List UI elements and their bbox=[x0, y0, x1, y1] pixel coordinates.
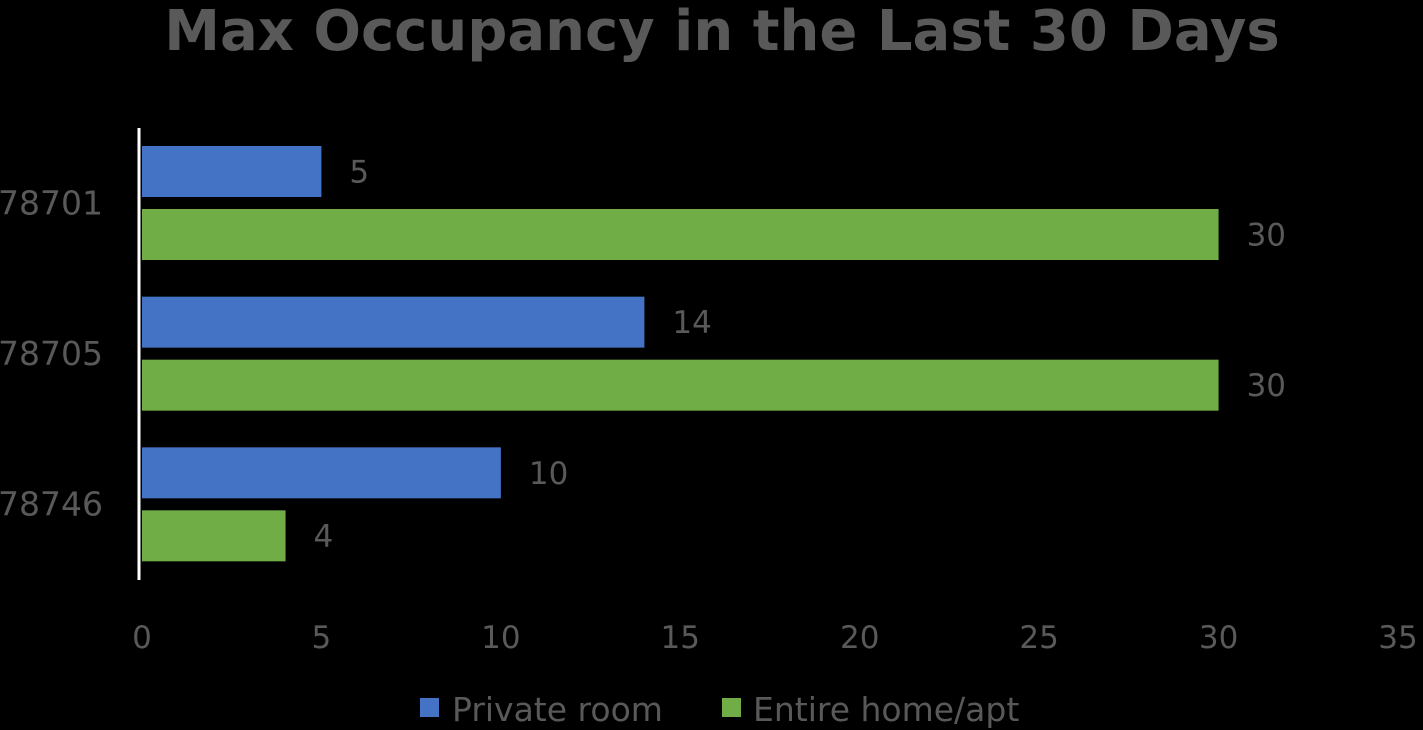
x-tick-label: 35 bbox=[1378, 620, 1417, 656]
x-tick-label: 25 bbox=[1019, 620, 1058, 656]
data-label: 10 bbox=[529, 456, 568, 492]
x-tick-label: 10 bbox=[481, 620, 520, 656]
data-label: 5 bbox=[349, 155, 369, 191]
x-tick-label: 5 bbox=[312, 620, 332, 656]
x-tick-label: 15 bbox=[661, 620, 700, 656]
data-label: 4 bbox=[314, 519, 334, 555]
bar bbox=[142, 209, 1219, 260]
data-label: 30 bbox=[1247, 218, 1286, 254]
x-tick-label: 30 bbox=[1199, 620, 1238, 656]
plot-area: 5 30 78701 14 30 78705 10 4 78746 0 5 10 15 20 25 30 35 bbox=[0, 128, 1418, 656]
category-label: 78705 bbox=[0, 334, 103, 373]
legend-swatch bbox=[420, 698, 439, 717]
data-label: 30 bbox=[1247, 368, 1286, 404]
legend-swatch bbox=[722, 698, 741, 717]
x-tick-label: 20 bbox=[840, 620, 879, 656]
bar bbox=[142, 146, 322, 197]
chart-title: Max Occupancy in the Last 30 Days bbox=[164, 0, 1280, 64]
bar bbox=[142, 447, 501, 499]
data-label: 14 bbox=[672, 305, 711, 341]
x-tick-label: 0 bbox=[132, 620, 152, 656]
legend: Private room Entire home/apt bbox=[420, 690, 1019, 729]
legend-label: Private room bbox=[452, 690, 663, 729]
bar bbox=[142, 510, 286, 562]
category-label: 78746 bbox=[0, 485, 103, 524]
legend-label: Entire home/apt bbox=[753, 690, 1019, 729]
category-label: 78701 bbox=[0, 183, 103, 222]
bar bbox=[142, 296, 645, 348]
bar bbox=[142, 359, 1219, 411]
